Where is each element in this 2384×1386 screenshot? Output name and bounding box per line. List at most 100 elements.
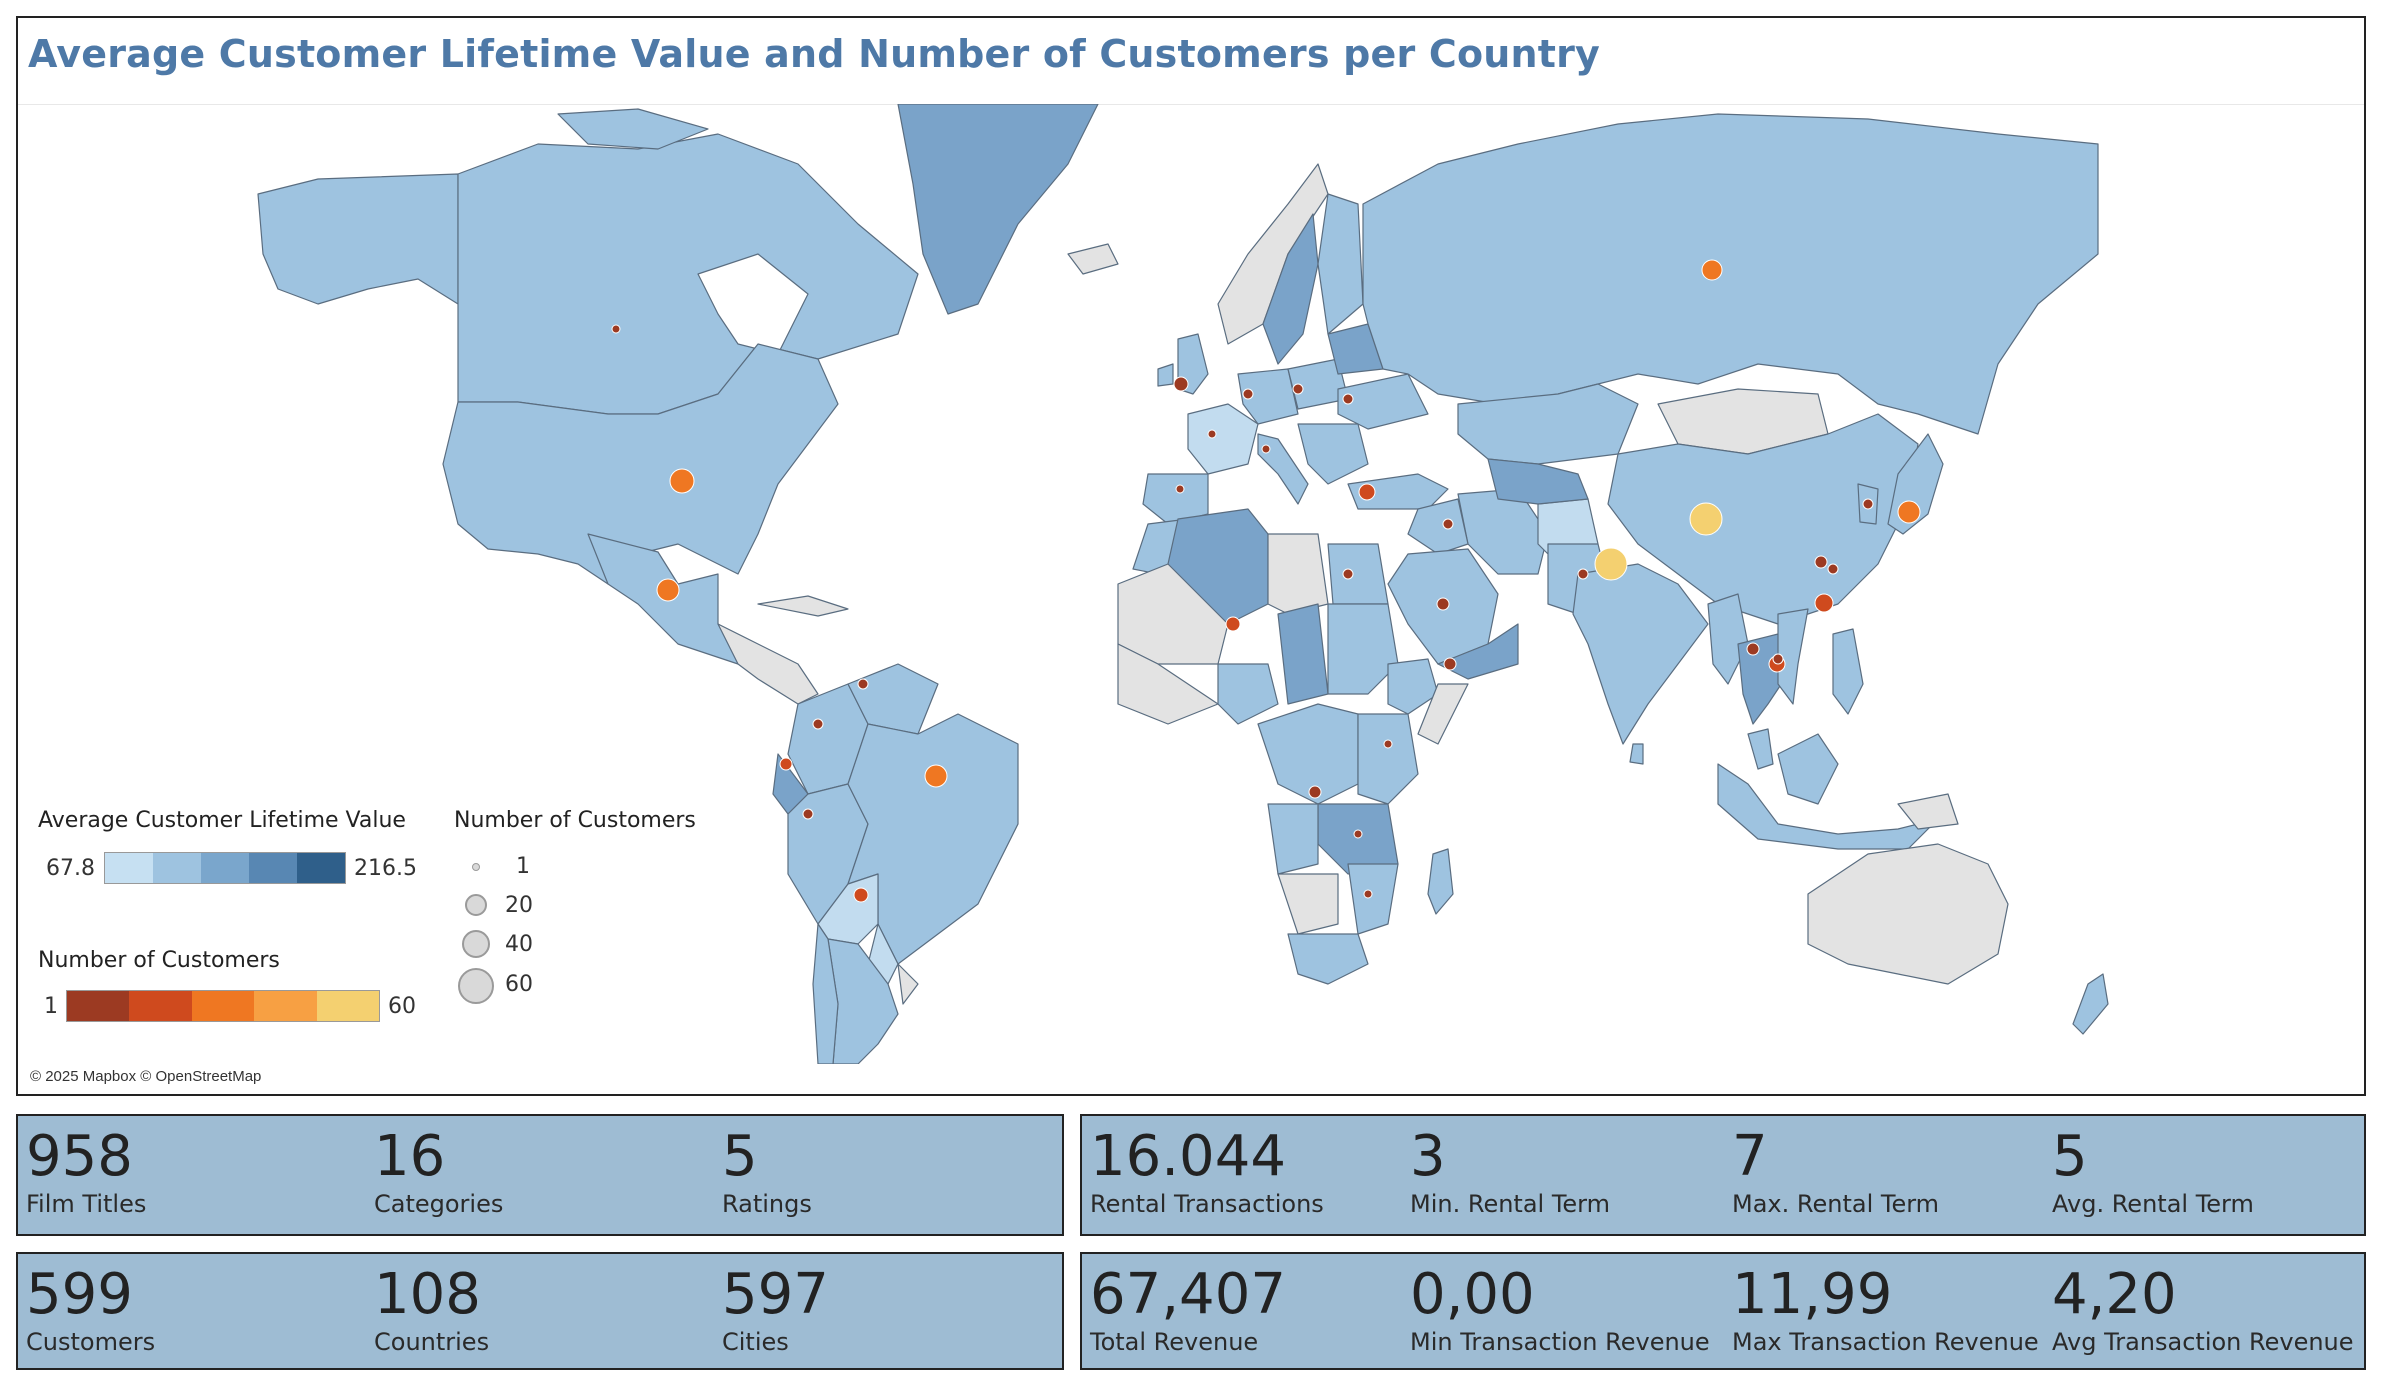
region-yemen-oman[interactable] [1437, 623, 1519, 680]
region-mozambique[interactable] [1347, 863, 1399, 935]
marker-colombia[interactable] [812, 718, 824, 730]
marker-italy[interactable] [1261, 444, 1271, 454]
marker-nigeria[interactable] [1225, 616, 1241, 632]
marker-germany[interactable] [1242, 388, 1254, 400]
clv-swatch-5 [297, 853, 345, 883]
marker-france[interactable] [1207, 429, 1217, 439]
marker-egypt[interactable] [1342, 568, 1354, 580]
kpi-value: 108 [374, 1262, 481, 1327]
marker-russia[interactable] [1701, 259, 1723, 281]
world-map[interactable] [18, 104, 2364, 1064]
marker-mexico[interactable] [656, 578, 680, 602]
kpi-value: 7 [1732, 1124, 1768, 1189]
marker-philippines-2[interactable] [1814, 555, 1828, 569]
region-brazil[interactable] [847, 713, 1019, 965]
kpi-panel-rentals: 16.044 Rental Transactions 3 Min. Rental… [1080, 1114, 2366, 1236]
region-central-africa[interactable] [1257, 703, 1359, 805]
region-ethiopia[interactable] [1387, 658, 1439, 715]
marker-south-africa[interactable] [1308, 785, 1322, 799]
marker-ecuador[interactable] [779, 757, 793, 771]
region-alaska[interactable] [257, 173, 459, 305]
region-canada[interactable] [457, 133, 919, 415]
marker-kenya[interactable] [1383, 739, 1393, 749]
marker-thailand[interactable] [1746, 642, 1760, 656]
region-egypt[interactable] [1327, 543, 1389, 605]
region-italy[interactable] [1257, 433, 1309, 505]
marker-taiwan[interactable] [1827, 563, 1839, 575]
marker-peru[interactable] [802, 808, 814, 820]
region-philippines[interactable] [1832, 628, 1864, 715]
kpi-label: Categories [374, 1190, 504, 1218]
region-malaysia[interactable] [1747, 728, 1774, 770]
region-china[interactable] [1607, 413, 1919, 625]
region-new-zealand[interactable] [2072, 973, 2109, 1035]
region-ireland[interactable] [1157, 363, 1174, 387]
region-east-africa[interactable] [1357, 713, 1419, 805]
marker-tanzania[interactable] [1353, 829, 1363, 839]
map-attribution[interactable]: © 2025 Mapbox © OpenStreetMap [30, 1068, 262, 1085]
region-madagascar[interactable] [1427, 848, 1454, 915]
marker-ukraine[interactable] [1342, 393, 1354, 405]
marker-yemen[interactable] [1443, 657, 1457, 671]
region-sudan[interactable] [1327, 603, 1399, 695]
marker-saudi-arabia[interactable] [1436, 597, 1450, 611]
marker-mozambique[interactable] [1363, 889, 1373, 899]
region-myanmar[interactable] [1707, 593, 1749, 685]
map-title: Average Customer Lifetime Value and Numb… [28, 32, 1601, 76]
region-uruguay[interactable] [897, 963, 919, 1005]
marker-china[interactable] [1689, 502, 1723, 536]
region-borneo[interactable] [1777, 733, 1839, 805]
region-chad[interactable] [1277, 603, 1329, 705]
region-namibia-botswana [1277, 873, 1339, 935]
kpi-label: Film Titles [26, 1190, 147, 1218]
marker-venezuela[interactable] [857, 678, 869, 690]
clv-legend-title: Average Customer Lifetime Value [38, 808, 406, 833]
clv-swatch-4 [249, 853, 297, 883]
region-ukraine[interactable] [1337, 373, 1429, 430]
marker-iran[interactable] [1442, 518, 1454, 530]
region-iraq-syria[interactable] [1407, 498, 1469, 555]
count-legend-max: 60 [388, 994, 416, 1019]
region-nigeria[interactable] [1217, 663, 1279, 725]
size-legend-circle-40 [462, 930, 490, 958]
marker-turkey[interactable] [1358, 483, 1376, 501]
marker-india[interactable] [1594, 547, 1628, 581]
kpi-value: 0,00 [1410, 1262, 1535, 1327]
count-legend-min: 1 [44, 994, 58, 1019]
marker-united-kingdom[interactable] [1173, 376, 1189, 392]
region-south-africa[interactable] [1287, 933, 1369, 985]
marker-philippines[interactable] [1814, 593, 1834, 613]
marker-canada[interactable] [611, 324, 621, 334]
region-france[interactable] [1187, 403, 1259, 475]
region-balkans[interactable] [1297, 423, 1369, 485]
region-india[interactable] [1572, 563, 1709, 745]
marker-vietnam[interactable] [1772, 653, 1784, 665]
kpi-value: 5 [722, 1124, 758, 1189]
region-sri-lanka[interactable] [1629, 743, 1644, 765]
marker-poland[interactable] [1292, 383, 1304, 395]
region-venezuela[interactable] [847, 663, 939, 735]
region-cuba[interactable] [757, 595, 849, 617]
region-germany[interactable] [1237, 368, 1299, 425]
region-angola[interactable] [1267, 803, 1319, 875]
marker-spain[interactable] [1175, 484, 1185, 494]
marker-south-korea[interactable] [1862, 498, 1874, 510]
marker-pakistan[interactable] [1577, 568, 1589, 580]
marker-argentina[interactable] [853, 887, 869, 903]
region-chile[interactable] [812, 923, 839, 1064]
marker-japan[interactable] [1897, 500, 1921, 524]
region-russia[interactable] [1362, 113, 2099, 435]
region-arctic-islands[interactable] [557, 108, 709, 150]
region-turkey[interactable] [1347, 473, 1449, 510]
region-greenland[interactable] [897, 104, 1099, 315]
region-central-asia[interactable] [1487, 458, 1589, 505]
clv-legend-min: 67.8 [46, 856, 95, 881]
marker-united-states[interactable] [669, 468, 695, 494]
region-united-states[interactable] [442, 343, 839, 585]
kpi-label: Countries [374, 1328, 490, 1356]
region-papua[interactable] [1897, 793, 1959, 830]
kpi-value: 5 [2052, 1124, 2088, 1189]
region-finland[interactable] [1317, 193, 1364, 335]
map-panel: Average Customer Lifetime Value and Numb… [16, 16, 2366, 1096]
marker-brazil[interactable] [924, 764, 948, 788]
